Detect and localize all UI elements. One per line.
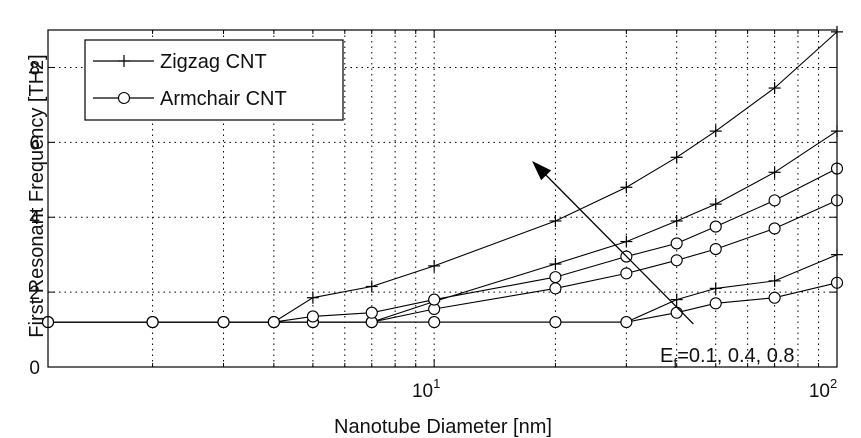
data-point-plus	[709, 198, 722, 211]
data-point-circle	[549, 316, 562, 329]
data-point-plus	[620, 181, 633, 194]
x-tick-base: 10	[412, 381, 433, 402]
data-point-circle	[709, 297, 722, 310]
series-5	[41, 162, 844, 329]
data-point-plus	[428, 259, 441, 272]
data-point-circle	[549, 271, 562, 284]
annotation-subscript: f	[673, 355, 677, 371]
data-point-circle	[146, 316, 159, 329]
plot-frame	[47, 29, 838, 368]
data-point-plus	[549, 258, 562, 271]
annotation-arrowhead	[532, 161, 552, 181]
data-point-circle	[620, 267, 633, 280]
data-point-plus	[306, 291, 319, 304]
x-tick-exponent: 2	[830, 376, 837, 391]
data-point-plus	[670, 214, 683, 227]
data-point-plus	[768, 166, 781, 179]
annotation-label: Ef=0.1, 0.4, 0.8	[660, 345, 795, 371]
legend-armchair-label: Armchair CNT	[160, 88, 287, 110]
series-layer	[41, 25, 844, 329]
data-point-plus	[670, 151, 683, 164]
data-point-plus	[709, 125, 722, 138]
data-point-circle	[365, 306, 378, 319]
annotation-arrow	[545, 174, 694, 325]
data-point-circle	[670, 306, 683, 319]
data-point-circle	[267, 316, 280, 329]
data-point-plus	[670, 293, 683, 306]
legend-circle	[117, 91, 131, 105]
data-point-circle	[670, 237, 683, 250]
x-tick-label: 101	[412, 376, 440, 402]
data-point-plus	[365, 280, 378, 293]
data-point-circle	[428, 316, 441, 329]
x-tick-exponent: 1	[433, 376, 440, 391]
data-point-plus	[768, 82, 781, 95]
data-point-circle	[670, 254, 683, 267]
legend-box	[84, 39, 344, 121]
data-point-circle	[549, 282, 562, 295]
x-axis-label: Nanotube Diameter [nm]	[334, 416, 552, 438]
legend-armchair-marker	[117, 91, 131, 105]
legend-zigzag-marker	[118, 55, 130, 67]
data-point-circle	[768, 194, 781, 207]
x-tick-base: 10	[809, 381, 830, 402]
y-tick-label: 4	[29, 208, 40, 229]
data-point-circle	[428, 293, 441, 306]
data-point-circle	[217, 316, 230, 329]
data-point-plus	[620, 235, 633, 248]
x-tick-label: 102	[809, 376, 837, 402]
legend: Zigzag CNT Armchair CNT	[84, 39, 344, 121]
data-point-plus	[549, 214, 562, 227]
data-point-circle	[306, 310, 319, 323]
data-point-circle	[768, 291, 781, 304]
data-point-plus	[768, 274, 781, 287]
annotation-text: =0.1, 0.4, 0.8	[677, 345, 794, 367]
y-axis-label: First Resonant Frequency [THz]	[26, 54, 48, 337]
y-tick-label: 0	[29, 358, 40, 379]
data-point-circle	[768, 222, 781, 235]
data-point-circle	[709, 220, 722, 233]
y-tick-label: 6	[29, 133, 40, 154]
annotation-prefix: E	[660, 345, 673, 367]
data-point-circle	[709, 243, 722, 256]
y-tick-label: 2	[29, 283, 40, 304]
y-tick-label: 8	[29, 58, 40, 79]
data-point-circle	[620, 316, 633, 329]
data-point-plus	[709, 282, 722, 295]
legend-zigzag-label: Zigzag CNT	[160, 51, 267, 73]
